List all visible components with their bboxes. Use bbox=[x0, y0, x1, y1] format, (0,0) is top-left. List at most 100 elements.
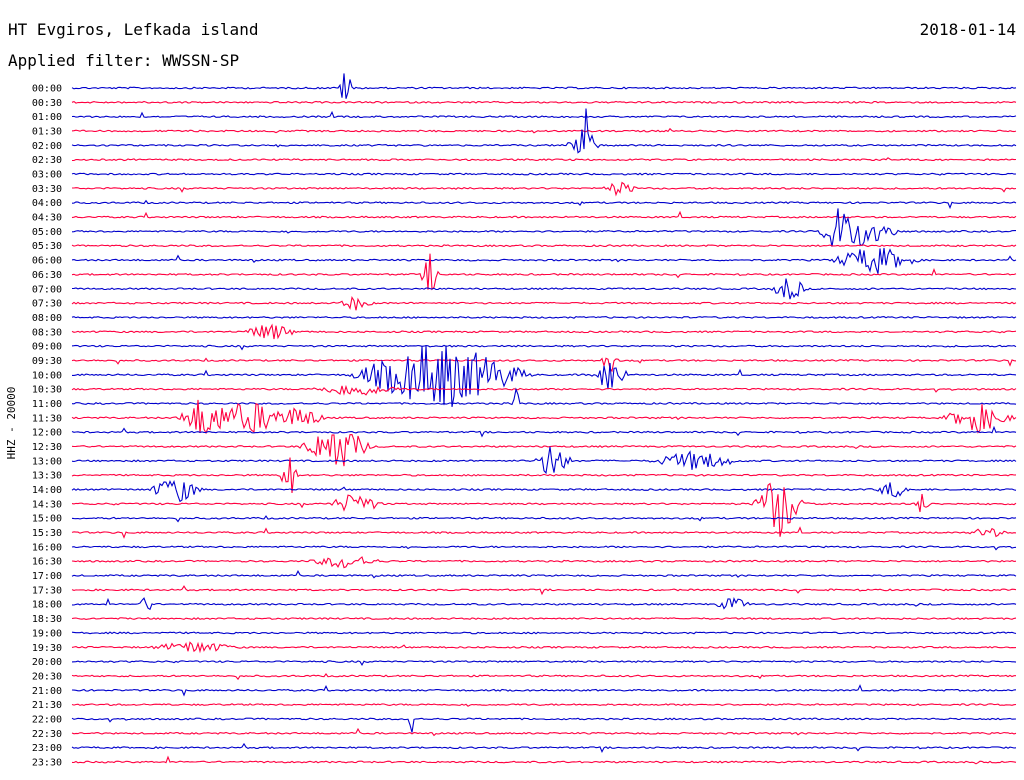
time-tick-label: 18:30 bbox=[32, 614, 62, 625]
time-tick-label: 09:00 bbox=[32, 342, 62, 353]
trace-line bbox=[71, 278, 1017, 300]
time-tick-label: 21:30 bbox=[32, 700, 62, 711]
time-tick-label: 00:00 bbox=[32, 84, 62, 95]
trace-line bbox=[72, 345, 1017, 408]
trace-line bbox=[71, 100, 1017, 104]
trace-line bbox=[71, 742, 1017, 754]
time-tick-label: 05:30 bbox=[32, 241, 62, 252]
trace-line bbox=[71, 425, 1017, 438]
time-tick-label: 02:30 bbox=[32, 155, 62, 166]
trace-line bbox=[71, 684, 1017, 697]
trace-line bbox=[71, 387, 1017, 406]
time-tick-label: 22:00 bbox=[32, 714, 62, 725]
time-tick-label: 17:30 bbox=[32, 585, 62, 596]
trace-line bbox=[71, 344, 1017, 351]
trace-line bbox=[71, 199, 1017, 210]
time-tick-label: 11:30 bbox=[32, 413, 62, 424]
time-tick-label: 00:30 bbox=[32, 98, 62, 109]
time-tick-label: 19:00 bbox=[32, 628, 62, 639]
time-tick-label: 04:30 bbox=[32, 213, 62, 224]
trace-line bbox=[71, 526, 1017, 539]
time-tick-label: 06:00 bbox=[32, 256, 62, 267]
date-label: 2018-01-14 bbox=[919, 20, 1016, 39]
trace-line bbox=[71, 296, 1017, 311]
trace-line bbox=[71, 597, 1017, 611]
time-tick-labels: 00:00 00:30 01:00 01:30 02:00 02:30 03:00 03:30… bbox=[32, 84, 62, 769]
time-tick-label: 01:00 bbox=[32, 112, 62, 123]
trace-line bbox=[71, 727, 1017, 737]
trace-line bbox=[71, 127, 1017, 134]
time-tick-label: 09:30 bbox=[32, 356, 62, 367]
trace-line bbox=[71, 446, 1017, 475]
time-tick-label: 20:00 bbox=[32, 657, 62, 668]
filter-label: Applied filter: WWSSN-SP bbox=[8, 51, 240, 70]
trace-line bbox=[71, 617, 1017, 621]
trace-line bbox=[71, 434, 1017, 467]
time-tick-label: 06:30 bbox=[32, 270, 62, 281]
time-tick-label: 07:00 bbox=[32, 284, 62, 295]
time-tick-label: 20:30 bbox=[32, 671, 62, 682]
trace-line bbox=[71, 210, 1017, 219]
time-tick-label: 22:30 bbox=[32, 729, 62, 740]
time-tick-label: 04:00 bbox=[32, 198, 62, 209]
trace-line bbox=[71, 108, 1017, 154]
time-tick-label: 07:30 bbox=[32, 299, 62, 310]
time-tick-label: 18:00 bbox=[32, 600, 62, 611]
trace-line bbox=[71, 641, 1017, 654]
time-tick-label: 21:00 bbox=[32, 686, 62, 697]
time-tick-label: 10:00 bbox=[32, 370, 62, 381]
trace-line bbox=[71, 172, 1017, 176]
trace-line bbox=[71, 253, 1017, 291]
time-tick-label: 03:30 bbox=[32, 184, 62, 195]
trace-line bbox=[71, 556, 1017, 569]
time-tick-label: 13:30 bbox=[32, 471, 62, 482]
time-tick-label: 10:30 bbox=[32, 385, 62, 396]
trace-line bbox=[71, 244, 1017, 248]
trace-line bbox=[71, 755, 1017, 765]
trace-line bbox=[71, 399, 1017, 435]
trace-line bbox=[71, 384, 1017, 396]
time-tick-label: 16:00 bbox=[32, 542, 62, 553]
trace-line bbox=[71, 482, 1017, 537]
channel-label: HHZ - 20000 bbox=[5, 387, 18, 460]
time-tick-label: 01:30 bbox=[32, 127, 62, 138]
station-title: HT Evgiros, Lefkada island bbox=[8, 20, 259, 39]
time-tick-label: 08:00 bbox=[32, 313, 62, 324]
trace-line bbox=[71, 570, 1017, 579]
trace-line bbox=[71, 703, 1017, 707]
trace-line bbox=[72, 181, 1017, 197]
time-tick-label: 12:30 bbox=[32, 442, 62, 453]
trace-line bbox=[71, 585, 1017, 596]
time-tick-label: 23:00 bbox=[32, 743, 62, 754]
time-tick-label: 08:30 bbox=[32, 327, 62, 338]
trace-line bbox=[71, 479, 1017, 503]
trace-group bbox=[71, 73, 1017, 765]
time-tick-label: 17:00 bbox=[32, 571, 62, 582]
time-tick-label: 12:00 bbox=[32, 428, 62, 439]
time-tick-label: 02:00 bbox=[32, 141, 62, 152]
time-tick-label: 11:00 bbox=[32, 399, 62, 410]
time-tick-label: 14:00 bbox=[32, 485, 62, 496]
time-tick-label: 15:30 bbox=[32, 528, 62, 539]
trace-line bbox=[71, 208, 1016, 247]
trace-line bbox=[72, 157, 1017, 162]
time-tick-label: 14:30 bbox=[32, 499, 62, 510]
trace-line bbox=[71, 73, 1017, 99]
time-tick-label: 23:30 bbox=[32, 757, 62, 768]
trace-line bbox=[71, 316, 1017, 319]
trace-line bbox=[71, 545, 1017, 551]
trace-line bbox=[71, 672, 1016, 681]
trace-line bbox=[71, 660, 1017, 667]
time-tick-label: 13:00 bbox=[32, 456, 62, 467]
trace-line bbox=[71, 323, 1017, 340]
time-tick-label: 03:00 bbox=[32, 170, 62, 181]
trace-line bbox=[71, 457, 1017, 494]
time-tick-label: 16:30 bbox=[32, 557, 62, 568]
trace-line bbox=[71, 357, 1017, 373]
trace-line bbox=[71, 110, 1017, 119]
time-tick-label: 15:00 bbox=[32, 514, 62, 525]
time-tick-label: 19:30 bbox=[32, 643, 62, 654]
trace-line bbox=[71, 631, 1017, 635]
trace-line bbox=[71, 247, 1017, 274]
